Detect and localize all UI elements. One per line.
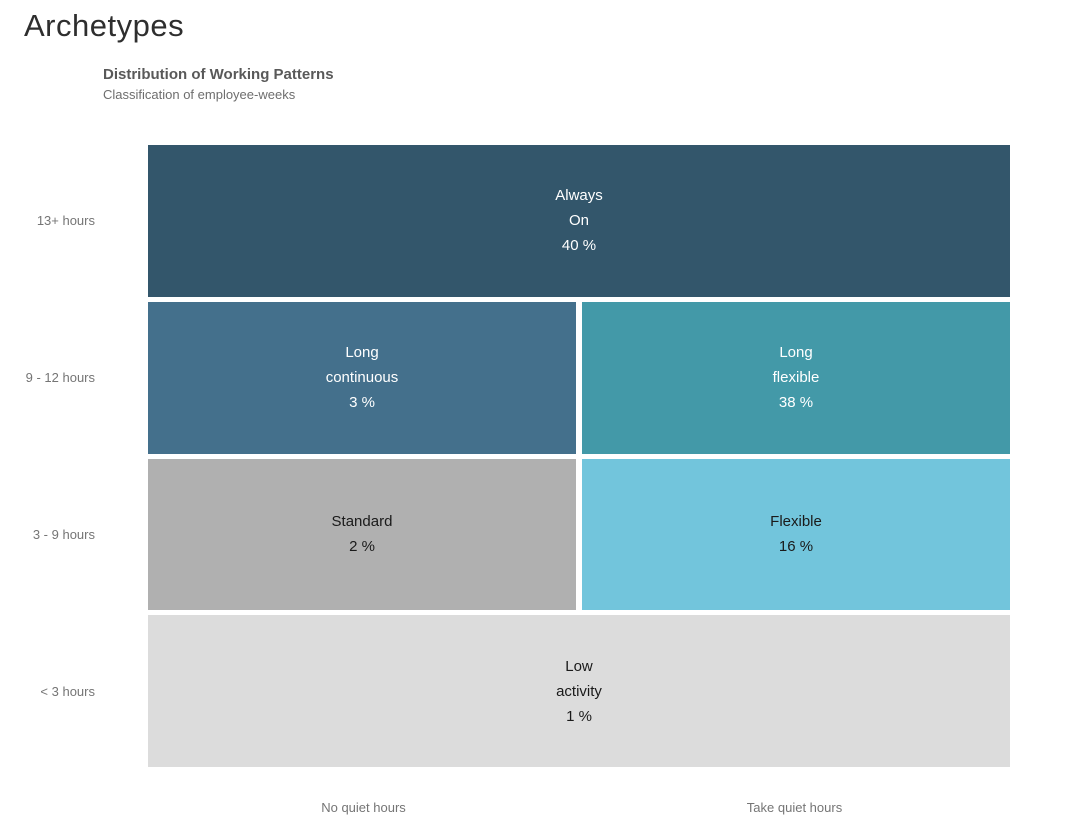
cell-value: 16 % [778,538,814,556]
cell-label-line: Long [779,344,813,362]
x-axis-labels: No quiet hours Take quiet hours [148,800,1010,816]
cell-label-line: Always [555,187,603,205]
cell-label-line: activity [556,682,602,700]
cell-standard[interactable]: Standard 2 % [148,458,576,611]
cell-value: 40 % [561,237,597,255]
mosaic-row-13plus-hours: Always On 40 % [148,145,1010,297]
cell-label-line: Low [565,657,593,675]
cell-flexible[interactable]: Flexible 16 % [582,458,1010,611]
cell-label-line: Long [345,344,379,362]
chart-subtitle: Classification of employee-weeks [103,87,296,102]
cell-label-line: On [568,212,589,230]
x-axis-label-take-quiet-hours: Take quiet hours [746,800,843,815]
mosaic-plot: Always On 40 % Long continuous 3 % Long … [148,145,1010,767]
cell-long-continuous[interactable]: Long continuous 3 % [148,301,576,454]
y-axis-label-9-12-hours: 9 - 12 hours [25,370,95,386]
cell-long-flexible[interactable]: Long flexible 38 % [582,301,1010,454]
page-title: Archetypes [24,8,185,43]
cell-value: 3 % [349,394,375,412]
chart-header: Distribution of Working Patterns Classif… [103,66,334,102]
cell-label-line: Flexible [770,513,822,531]
mosaic-row-3-9-hours: Standard 2 % Flexible 16 % [148,458,1010,611]
cell-always-on[interactable]: Always On 40 % [148,145,1010,297]
cell-label-line: flexible [772,369,820,387]
cell-label-line: continuous [325,369,399,387]
chart-title: Distribution of Working Patterns [103,66,334,83]
y-axis-label-under-3-hours: < 3 hours [40,683,95,699]
y-axis-labels: 13+ hours 9 - 12 hours 3 - 9 hours < 3 h… [0,145,148,767]
x-axis-label-no-quiet-hours: No quiet hours [321,800,406,815]
cell-low-activity[interactable]: Low activity 1 % [148,615,1010,767]
mosaic-row-9-12-hours: Long continuous 3 % Long flexible 38 % [148,301,1010,454]
y-axis-label-13plus-hours: 13+ hours [36,213,95,229]
y-axis-label-3-9-hours: 3 - 9 hours [32,526,95,542]
cell-label-line: Standard [331,513,393,531]
cell-value: 2 % [349,538,375,556]
cell-value: 38 % [778,394,814,412]
cell-value: 1 % [566,707,592,725]
mosaic-row-under-3-hours: Low activity 1 % [148,615,1010,767]
